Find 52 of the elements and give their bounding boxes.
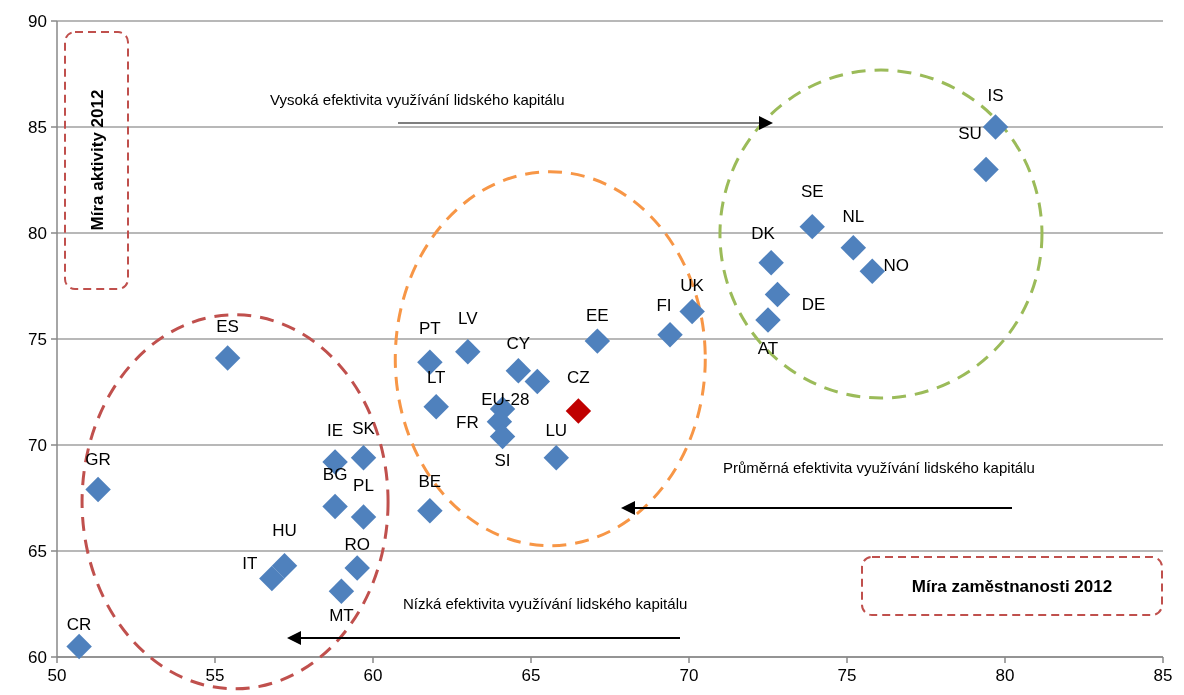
annotation: LV [458,308,479,328]
y-tick-label: 80 [28,223,47,243]
x-tick-label: 65 [521,666,541,685]
annotation: RO [344,534,370,554]
annotation: PL [353,476,374,496]
x-tick-label: 75 [837,666,857,685]
annotation: IT [242,553,258,573]
annotation: HU [272,520,297,540]
annotation: SE [800,181,824,201]
annotation: GR [85,450,111,470]
y-tick-label: 70 [28,435,47,455]
x-tick-label: 50 [47,666,67,685]
y-tick-label: 75 [28,329,47,349]
annotation: MT [329,606,354,626]
annotation: EE [586,306,609,326]
annotation: BE [418,471,442,491]
annotation: CY [506,333,531,353]
x-tick-label: 80 [995,666,1015,685]
y-tick-label: 90 [28,11,47,31]
x-tick-label: 60 [363,666,383,685]
x-tick-label: 55 [205,666,225,685]
annotation: DK [751,223,776,243]
annotation: NO [883,256,910,276]
annotation: CZ [567,368,590,388]
annotation: FR [456,412,479,432]
annotation: SI [494,451,511,471]
y-tick-label: 60 [28,647,47,667]
y-axis-title: Míra aktivity 2012 [88,89,107,231]
annotation: LT [426,367,446,387]
annotation: SK [352,418,376,438]
annotation: CR [66,615,92,635]
annotation: AT [757,338,779,358]
annotation: ES [216,317,239,337]
annotation: NL [842,206,865,226]
annotation: LU [545,420,568,440]
annotation: FI [656,295,672,315]
annotation: Průměrná efektivita využívání lidského kapitálu [723,459,1035,476]
annotation: BG [322,465,348,485]
annotation: IE [327,420,344,440]
annotation: IS [987,85,1004,105]
annotation: Nízká efektivita využívání lidského kapitálu [403,595,688,612]
annotation: EU-28 [481,390,530,410]
annotation: UK [680,276,705,296]
annotation: SU [958,124,982,144]
x-axis-title: Míra zaměstnanosti 2012 [911,576,1113,596]
x-tick-label: 70 [679,666,699,685]
annotation: Vysoká efektivita využívání lidského kapitálu [270,91,565,108]
annotation: PT [419,319,441,339]
y-tick-label: 85 [28,117,47,137]
annotation: DE [801,295,826,315]
y-tick-label: 65 [28,541,47,561]
x-tick-label: 85 [1153,666,1173,685]
